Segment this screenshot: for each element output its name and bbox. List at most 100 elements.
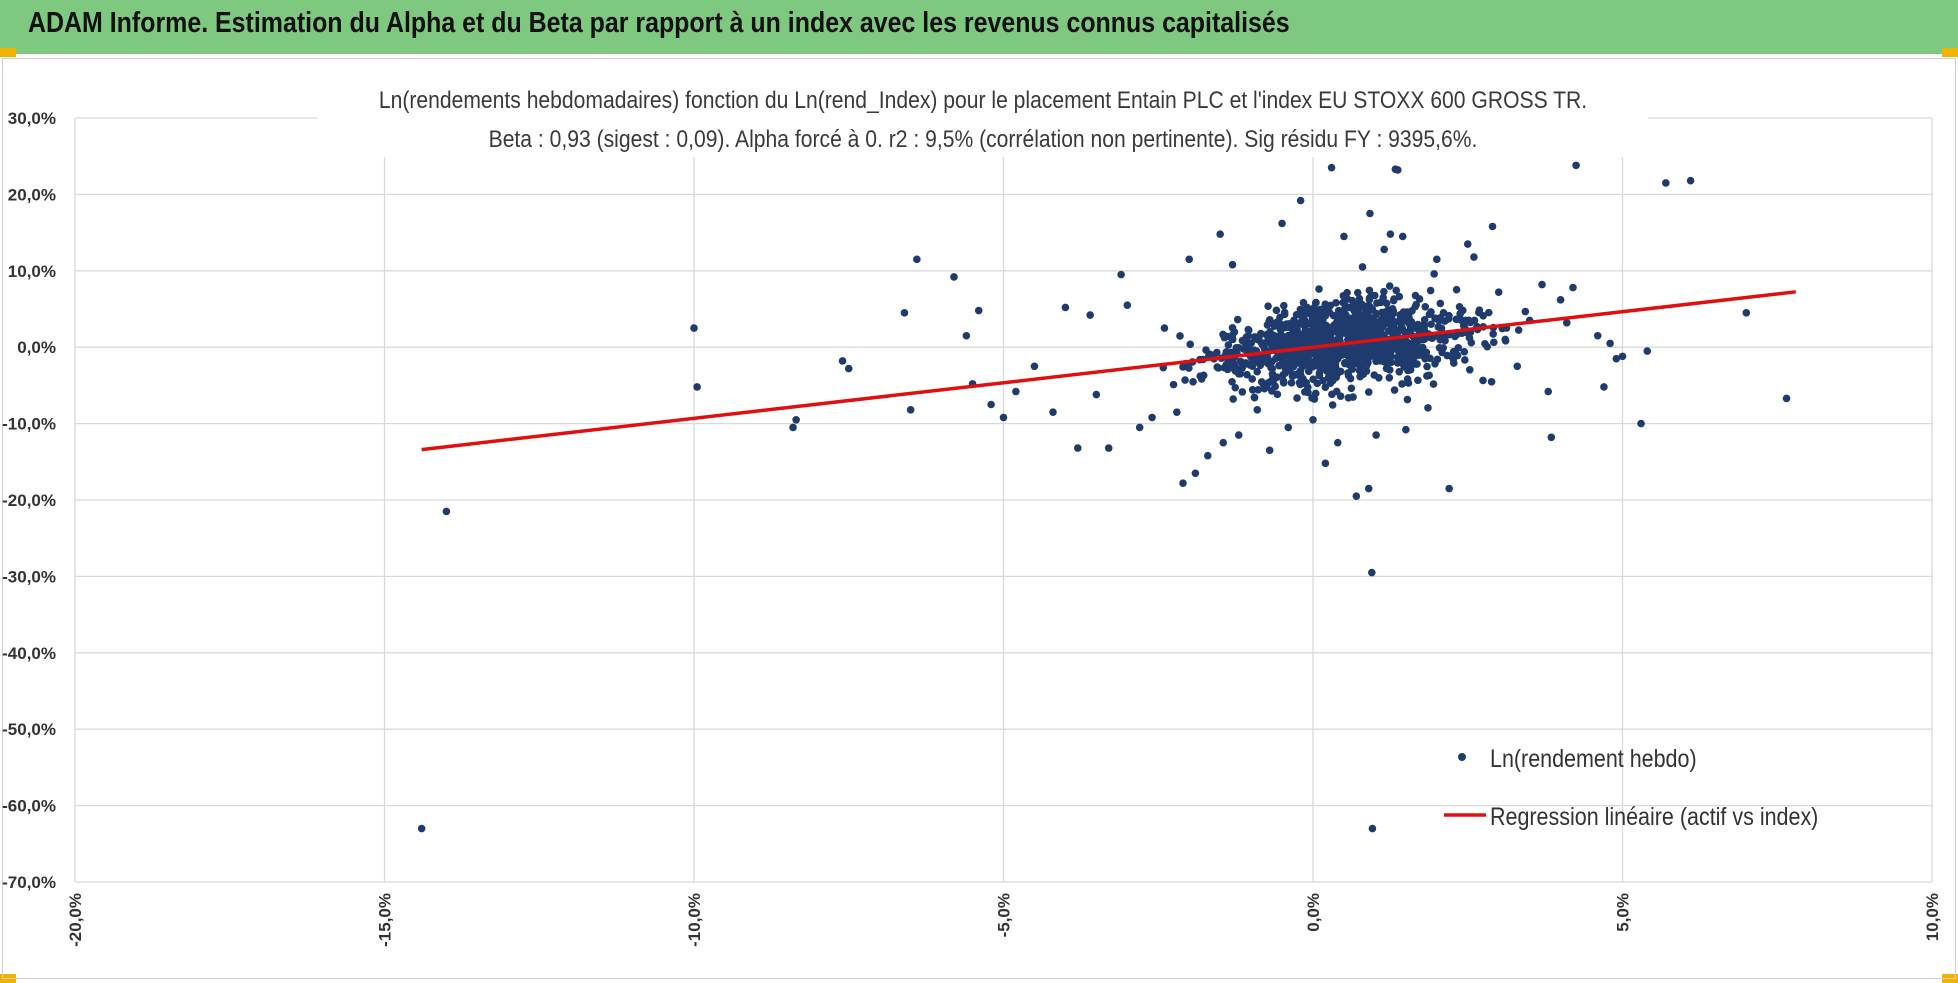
data-point	[1398, 232, 1407, 241]
y-tick-label: -10,0%	[2, 415, 56, 434]
data-point	[1637, 419, 1645, 428]
data-point	[1213, 363, 1222, 371]
data-point	[1304, 354, 1312, 363]
y-tick-label: 0,0%	[17, 338, 56, 357]
data-point	[1328, 401, 1337, 409]
data-point	[1460, 347, 1469, 356]
x-tick-label: -10,0%	[685, 893, 704, 947]
data-point	[1345, 361, 1354, 369]
data-point	[1452, 315, 1461, 324]
data-point	[1556, 296, 1565, 304]
data-point	[1360, 357, 1369, 366]
data-point	[1437, 324, 1446, 333]
y-tick-label: -40,0%	[2, 644, 56, 663]
data-point	[1123, 301, 1132, 309]
data-point	[1572, 161, 1580, 170]
data-point	[1398, 380, 1406, 388]
data-point	[1238, 358, 1247, 367]
data-point	[1327, 368, 1336, 376]
data-point	[1284, 423, 1293, 432]
x-tick-label: 10,0%	[1923, 893, 1942, 941]
data-point	[1328, 348, 1336, 357]
data-point	[1386, 230, 1395, 238]
data-point	[1369, 342, 1377, 351]
data-point	[1265, 446, 1274, 455]
data-point	[1362, 367, 1371, 375]
y-tick-label: -50,0%	[2, 720, 56, 739]
data-point	[1356, 372, 1364, 381]
data-point	[1489, 330, 1497, 338]
data-point	[1376, 319, 1384, 328]
data-point	[1385, 373, 1394, 382]
data-point	[1312, 298, 1320, 307]
data-point	[1364, 484, 1373, 493]
data-point	[1425, 371, 1433, 380]
data-point	[1383, 353, 1392, 362]
data-point	[1368, 305, 1377, 313]
data-point	[1276, 325, 1285, 334]
data-point	[1366, 209, 1374, 218]
data-point	[1366, 324, 1375, 333]
data-point	[1229, 395, 1237, 403]
data-point	[1230, 328, 1239, 336]
y-tick-label: -20,0%	[2, 491, 56, 510]
data-point	[1662, 179, 1670, 187]
data-point	[1264, 302, 1272, 310]
data-point	[1381, 308, 1390, 316]
data-point	[1402, 425, 1410, 434]
data-point	[1327, 323, 1335, 332]
data-point	[1562, 318, 1571, 327]
data-point	[1470, 253, 1478, 261]
data-point	[1189, 377, 1197, 386]
data-point	[1222, 332, 1231, 341]
data-point	[1489, 338, 1498, 347]
data-point	[1290, 316, 1298, 325]
data-point	[1395, 348, 1403, 356]
data-point	[1417, 335, 1425, 344]
data-point	[1427, 308, 1435, 316]
title-background	[318, 87, 1648, 157]
data-point	[1418, 343, 1427, 352]
data-point	[1332, 387, 1341, 396]
data-point	[1117, 270, 1125, 279]
data-point	[1420, 326, 1429, 334]
data-point	[900, 309, 909, 317]
x-tick-label: -20,0%	[66, 893, 85, 947]
data-point	[1420, 315, 1429, 324]
legend: Ln(rendement hebdo) Regression linéaire …	[1444, 744, 1818, 830]
data-point	[1280, 308, 1289, 317]
data-point	[1686, 176, 1695, 185]
data-point	[1544, 387, 1553, 396]
data-point	[1423, 362, 1431, 371]
data-point	[950, 273, 958, 281]
data-point	[1547, 433, 1556, 442]
y-tick-label: 30,0%	[8, 109, 56, 128]
data-point	[1191, 469, 1200, 478]
data-point	[1479, 311, 1487, 320]
y-tick-label: -70,0%	[2, 873, 56, 892]
data-point	[1354, 309, 1362, 318]
data-point	[1347, 384, 1356, 393]
data-point	[1275, 361, 1283, 370]
data-point	[1321, 328, 1329, 337]
data-point	[1273, 390, 1282, 399]
data-point	[1403, 395, 1412, 404]
grid-lines	[74, 117, 1933, 883]
data-point	[1600, 383, 1608, 391]
data-point	[442, 507, 451, 516]
data-point	[1216, 230, 1224, 238]
data-point	[1494, 288, 1503, 296]
data-point	[1421, 302, 1430, 311]
data-point	[1569, 283, 1577, 292]
data-point	[1392, 286, 1401, 295]
data-point	[1465, 366, 1474, 374]
data-point	[1365, 286, 1374, 295]
data-point	[1538, 280, 1546, 289]
data-point	[913, 255, 921, 264]
data-point	[1428, 334, 1437, 342]
data-point	[1321, 383, 1330, 391]
data-point	[1395, 368, 1404, 376]
data-point	[1308, 394, 1316, 402]
data-point	[1269, 331, 1278, 340]
data-point	[1222, 361, 1230, 369]
